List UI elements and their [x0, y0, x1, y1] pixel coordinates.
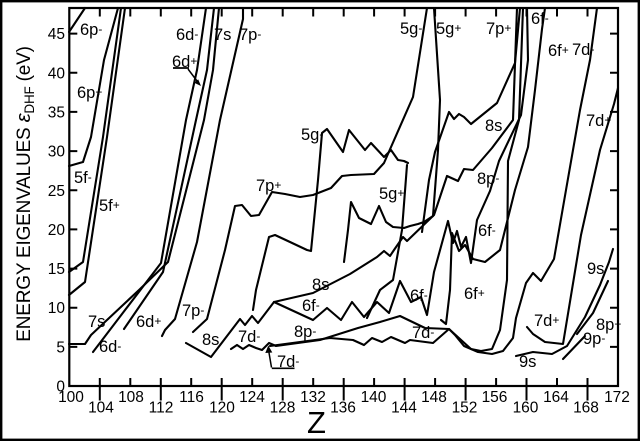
svg-text:9s: 9s: [519, 353, 536, 371]
svg-text:25: 25: [48, 183, 65, 200]
svg-text:128: 128: [270, 400, 296, 417]
svg-text:168: 168: [573, 400, 599, 417]
svg-text:140: 140: [361, 389, 387, 406]
svg-text:6d-: 6d-: [176, 26, 198, 44]
svg-text:6d-: 6d-: [99, 338, 121, 356]
svg-text:144: 144: [391, 400, 417, 417]
svg-text:Z: Z: [307, 405, 326, 440]
svg-text:7d-: 7d-: [412, 324, 434, 342]
svg-text:8p-: 8p-: [294, 323, 316, 341]
svg-text:9s: 9s: [587, 260, 604, 278]
svg-text:156: 156: [482, 389, 508, 406]
svg-text:7p+: 7p+: [486, 20, 511, 38]
svg-text:5g-: 5g-: [301, 126, 323, 144]
svg-text:40: 40: [48, 65, 66, 82]
svg-text:148: 148: [421, 389, 447, 406]
svg-text:8s: 8s: [485, 117, 502, 135]
svg-text:0: 0: [56, 379, 65, 396]
svg-text:6f-: 6f-: [478, 222, 496, 240]
svg-text:7d+: 7d+: [534, 312, 559, 330]
svg-text:20: 20: [48, 222, 66, 239]
svg-text:172: 172: [604, 389, 630, 406]
svg-text:116: 116: [179, 389, 204, 406]
svg-text:7d-: 7d-: [572, 41, 594, 59]
svg-text:108: 108: [118, 389, 144, 406]
svg-text:5f+: 5f+: [99, 197, 120, 215]
svg-text:7p-: 7p-: [239, 26, 261, 44]
svg-text:10: 10: [48, 300, 66, 317]
svg-text:6f-: 6f-: [302, 297, 320, 315]
svg-text:120: 120: [209, 400, 235, 417]
svg-text:6f+: 6f+: [464, 285, 485, 303]
svg-text:7s: 7s: [214, 26, 231, 44]
svg-text:104: 104: [88, 400, 114, 417]
svg-text:30: 30: [48, 144, 66, 161]
svg-text:45: 45: [48, 26, 65, 43]
svg-text:132: 132: [300, 389, 326, 406]
svg-text:7d-: 7d-: [238, 328, 260, 346]
svg-text:152: 152: [452, 400, 478, 417]
svg-text:160: 160: [513, 400, 539, 417]
svg-text:6f-: 6f-: [531, 10, 549, 28]
svg-text:8p-: 8p-: [477, 170, 499, 188]
svg-text:5g-: 5g-: [400, 20, 422, 38]
svg-text:15: 15: [48, 261, 65, 278]
svg-text:6d+: 6d+: [136, 313, 161, 331]
svg-text:5g+: 5g+: [436, 20, 461, 38]
svg-text:7d+: 7d+: [586, 112, 611, 130]
svg-text:7d-: 7d-: [277, 353, 299, 371]
svg-text:6p+: 6p+: [77, 84, 102, 102]
svg-text:6d+: 6d+: [172, 53, 197, 71]
svg-text:8p+: 8p+: [596, 316, 621, 334]
svg-text:112: 112: [149, 400, 174, 417]
svg-text:7p-: 7p-: [182, 302, 204, 320]
svg-text:7p+: 7p+: [256, 177, 281, 195]
svg-text:164: 164: [543, 389, 569, 406]
svg-text:100: 100: [58, 389, 84, 406]
svg-text:8s: 8s: [202, 331, 219, 349]
svg-text:7s: 7s: [88, 313, 105, 331]
svg-text:8s: 8s: [312, 276, 329, 294]
svg-text:5f-: 5f-: [74, 169, 92, 187]
svg-text:9p-: 9p-: [583, 330, 605, 348]
svg-text:124: 124: [239, 389, 265, 406]
svg-text:6p-: 6p-: [80, 21, 102, 39]
svg-text:35: 35: [48, 104, 65, 121]
svg-text:136: 136: [330, 400, 356, 417]
svg-text:5g+: 5g+: [379, 185, 404, 203]
svg-text:6f+: 6f+: [548, 42, 569, 60]
svg-text:5: 5: [56, 339, 65, 356]
svg-text:6f-: 6f-: [410, 287, 428, 305]
